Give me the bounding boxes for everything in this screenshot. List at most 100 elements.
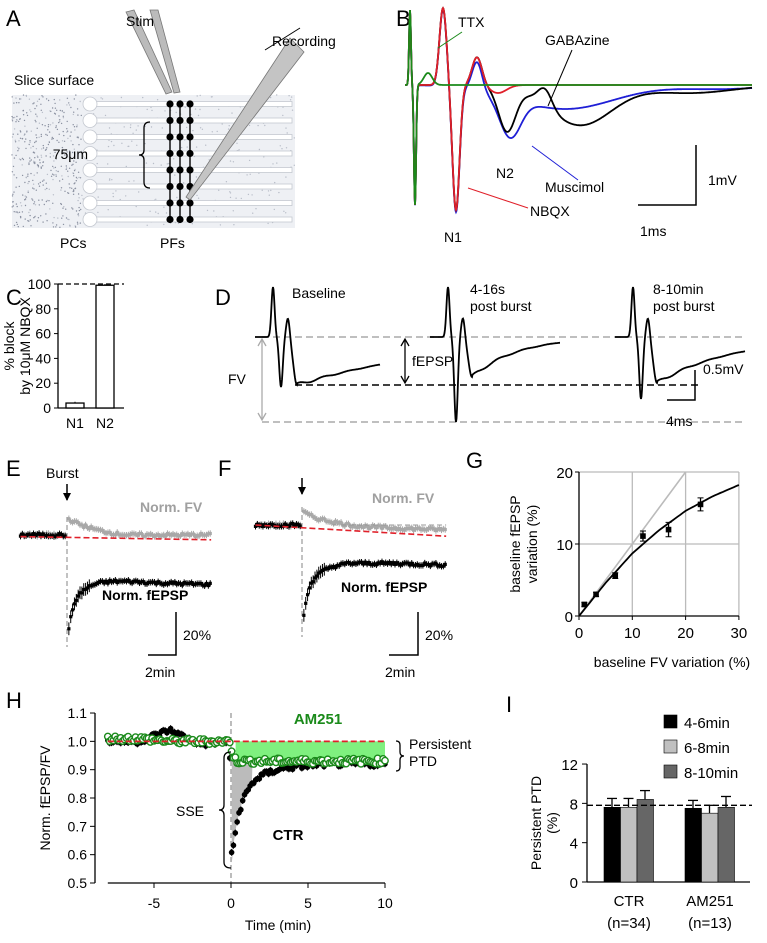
speckle-dot (50, 110, 52, 113)
speckle-dot (32, 145, 34, 148)
speckle-dot (52, 122, 54, 124)
d-post1-l2: post burst (470, 298, 532, 314)
speckle-dot (15, 177, 18, 179)
f-fv-point (432, 527, 436, 531)
speckle-dot (30, 172, 32, 175)
speckle-dot (62, 115, 64, 118)
i-legend-label: 8-10min (684, 765, 738, 782)
f-fv-point (372, 524, 377, 528)
e-fv-point (78, 523, 82, 527)
muscimol-label: Muscimol (545, 179, 604, 195)
speckle-dot (97, 196, 99, 198)
panel-label-a: A (6, 6, 21, 31)
speckle-dot (229, 192, 232, 194)
speckle-dot (67, 192, 69, 194)
g-xtick-label: 0 (575, 625, 583, 642)
speckle-dot (150, 126, 153, 128)
speckle-dot (40, 103, 42, 106)
e-fv-point (67, 517, 71, 521)
speckle-dot (26, 112, 28, 114)
speckle-dot (68, 183, 70, 185)
speckle-dot (78, 209, 81, 212)
speckle-dot (34, 141, 36, 144)
speckle-dot (146, 224, 148, 226)
speckle-dot (113, 144, 115, 147)
f-fepsp-point (294, 522, 299, 526)
e-fv-point (108, 530, 112, 534)
e-fepsp-point (130, 581, 134, 585)
ttx-arrow (437, 31, 463, 49)
speckle-dot (35, 148, 38, 150)
e-fepsp-point (158, 581, 162, 585)
speckle-dot (96, 162, 98, 165)
speckle-dot (180, 146, 183, 149)
f-fepsp-point (296, 523, 300, 527)
speckle-dot (285, 176, 287, 178)
speckle-dot (196, 194, 198, 197)
speckle-dot (78, 176, 80, 179)
f-fv-point (417, 526, 421, 530)
speckle-dot (24, 204, 27, 207)
speckle-dot (177, 222, 180, 224)
speckle-dot (218, 189, 220, 191)
speckle-dot (55, 175, 57, 177)
speckle-dot (11, 195, 14, 197)
f-fepsp-point (279, 524, 284, 528)
f-fv-point (333, 519, 338, 523)
e-fv-point (102, 530, 106, 534)
h-ctr-point (234, 819, 240, 825)
speckle-dot (76, 126, 78, 128)
speckle-dot (16, 115, 18, 118)
speckle-dot (36, 220, 39, 222)
speckle-dot (229, 160, 232, 162)
speckle-dot (36, 115, 38, 117)
e-fepsp-point (156, 580, 160, 584)
speckle-dot (16, 205, 18, 208)
speckle-dot (70, 106, 72, 109)
speckle-dot (51, 173, 54, 175)
e-fepsp-point (123, 579, 127, 583)
speckle-dot (121, 142, 123, 144)
speckle-dot (70, 140, 72, 142)
d-post1-l1: 4-16s (470, 281, 505, 297)
speckle-dot (47, 124, 50, 126)
speckle-dot (36, 100, 39, 103)
h-sse-fill (231, 761, 253, 864)
e-fepsp-point (178, 582, 183, 586)
speckle-dot (26, 130, 28, 132)
e-fepsp-point (195, 582, 199, 586)
speckle-dot (68, 102, 70, 104)
speckle-dot (44, 125, 46, 127)
e-fepsp-point (175, 582, 179, 586)
speckle-dot (279, 145, 281, 147)
d-trace-baseline (255, 286, 381, 388)
speckle-dot (35, 113, 37, 115)
b-scale-h: 1ms (640, 223, 666, 239)
f-fv-point (361, 525, 365, 529)
e-fv-point (69, 520, 73, 524)
speckle-dot (77, 215, 80, 217)
f-norm-fepsp-label: Norm. fEPSP (341, 579, 427, 595)
panel-b-annotations: TTX GABAzine N2 Muscimol NBQX N1 1mV 1ms (437, 14, 737, 245)
speckle-dot (23, 119, 26, 122)
speckle-dot (52, 222, 54, 224)
speckle-dot (54, 102, 56, 105)
speckle-dot (276, 162, 278, 164)
e-fv-point (204, 533, 209, 537)
speckle-dot (41, 199, 43, 201)
speckle-dot (192, 129, 194, 132)
panel-label-f: F (218, 456, 231, 481)
f-fv-point (346, 522, 351, 526)
f-fepsp-point (291, 521, 295, 526)
g-point (665, 526, 672, 533)
speckle-dot (15, 186, 17, 188)
speckle-dot (43, 203, 45, 206)
e-fepsp-point (139, 580, 143, 584)
f-fv-point (404, 527, 408, 531)
speckle-dot (21, 211, 24, 213)
speckle-dot (29, 214, 31, 217)
speckle-dot (67, 170, 69, 172)
speckle-dot (152, 162, 155, 165)
speckle-dot (49, 124, 52, 126)
